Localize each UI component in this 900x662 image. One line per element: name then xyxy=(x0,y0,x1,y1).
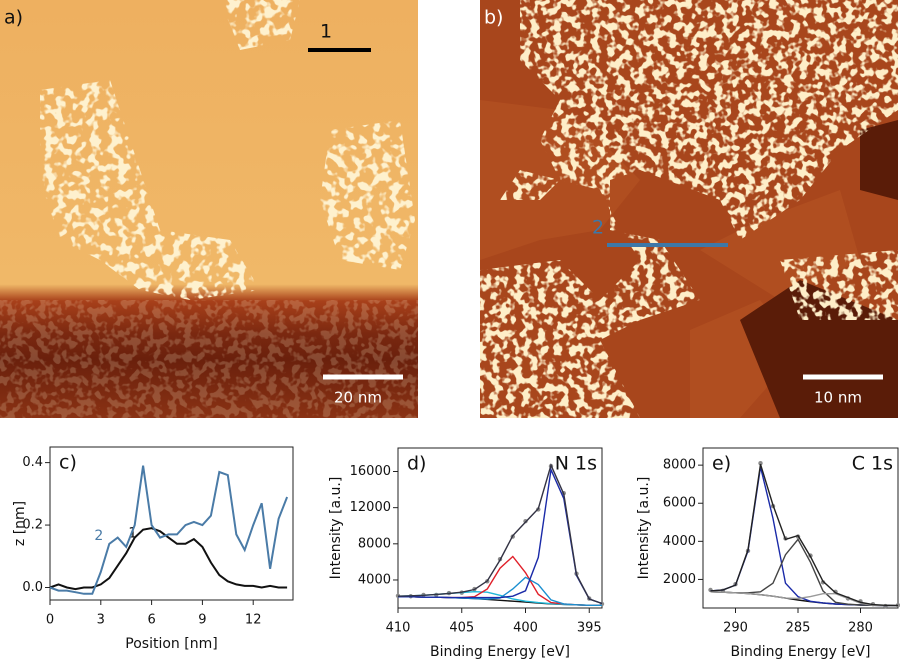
x-tick-label: 290 xyxy=(723,621,748,636)
y-tick-label: 4000 xyxy=(663,534,696,549)
data-line xyxy=(710,463,899,607)
y-tick-label: 0.2 xyxy=(22,518,43,533)
chart-title: N 1s xyxy=(555,453,597,475)
x-tick-label: 12 xyxy=(245,613,262,628)
data-point xyxy=(820,580,826,585)
scale-bar-label: 10 nm xyxy=(814,389,862,407)
data-line xyxy=(710,466,899,607)
y-tick-label: 2000 xyxy=(663,572,696,587)
panel-label: b) xyxy=(484,7,503,29)
x-tick-label: 9 xyxy=(198,613,206,628)
x-tick-label: 400 xyxy=(513,621,538,636)
plot-frame xyxy=(397,447,603,609)
y-axis-label: Intensity [a.u.] xyxy=(636,477,652,580)
x-axis-label: Binding Energy [eV] xyxy=(731,644,871,660)
y-tick-label: 16000 xyxy=(350,464,391,479)
plot-frame xyxy=(49,446,294,601)
x-tick-label: 395 xyxy=(577,621,602,636)
data-line xyxy=(398,576,602,606)
y-tick-label: 0.4 xyxy=(22,455,43,470)
profile-label: 2 xyxy=(592,217,604,239)
x-axis-label: Position [nm] xyxy=(125,636,217,652)
y-tick-label: 8000 xyxy=(358,536,391,551)
data-line xyxy=(49,527,288,591)
y-tick-label: 6000 xyxy=(663,496,696,511)
panel-label: e) xyxy=(712,453,731,475)
panel-label: d) xyxy=(407,453,426,475)
x-axis-label: Binding Energy [eV] xyxy=(430,644,570,660)
y-tick-label: 0.0 xyxy=(22,580,43,595)
stm-image-b xyxy=(480,0,898,418)
series-label: 1 xyxy=(128,526,137,542)
x-tick-label: 410 xyxy=(386,621,411,636)
x-tick-label: 285 xyxy=(786,621,811,636)
x-tick-label: 6 xyxy=(147,613,155,628)
chart-title: C 1s xyxy=(852,453,893,475)
series-label: 2 xyxy=(94,528,103,544)
profile-label: 1 xyxy=(320,21,332,43)
y-axis-label: Intensity [a.u.] xyxy=(328,477,344,580)
data-line xyxy=(49,465,289,595)
y-axis-label: z [nm] xyxy=(12,501,28,546)
scale-bar-label: 20 nm xyxy=(334,389,382,407)
y-tick-label: 12000 xyxy=(350,500,391,515)
data-line xyxy=(710,591,899,607)
x-tick-label: 3 xyxy=(97,613,105,628)
y-tick-label: 4000 xyxy=(358,572,391,587)
x-tick-label: 0 xyxy=(46,613,54,628)
data-line xyxy=(710,538,899,607)
data-point xyxy=(758,461,763,466)
plot-frame xyxy=(702,447,899,609)
y-tick-label: 8000 xyxy=(663,458,696,473)
x-tick-label: 280 xyxy=(848,621,873,636)
x-tick-label: 405 xyxy=(449,621,474,636)
stm-image-a xyxy=(0,0,418,418)
panel-label: c) xyxy=(59,452,77,474)
data-line xyxy=(398,467,603,605)
data-line xyxy=(397,463,603,605)
panel-label: a) xyxy=(4,7,23,29)
